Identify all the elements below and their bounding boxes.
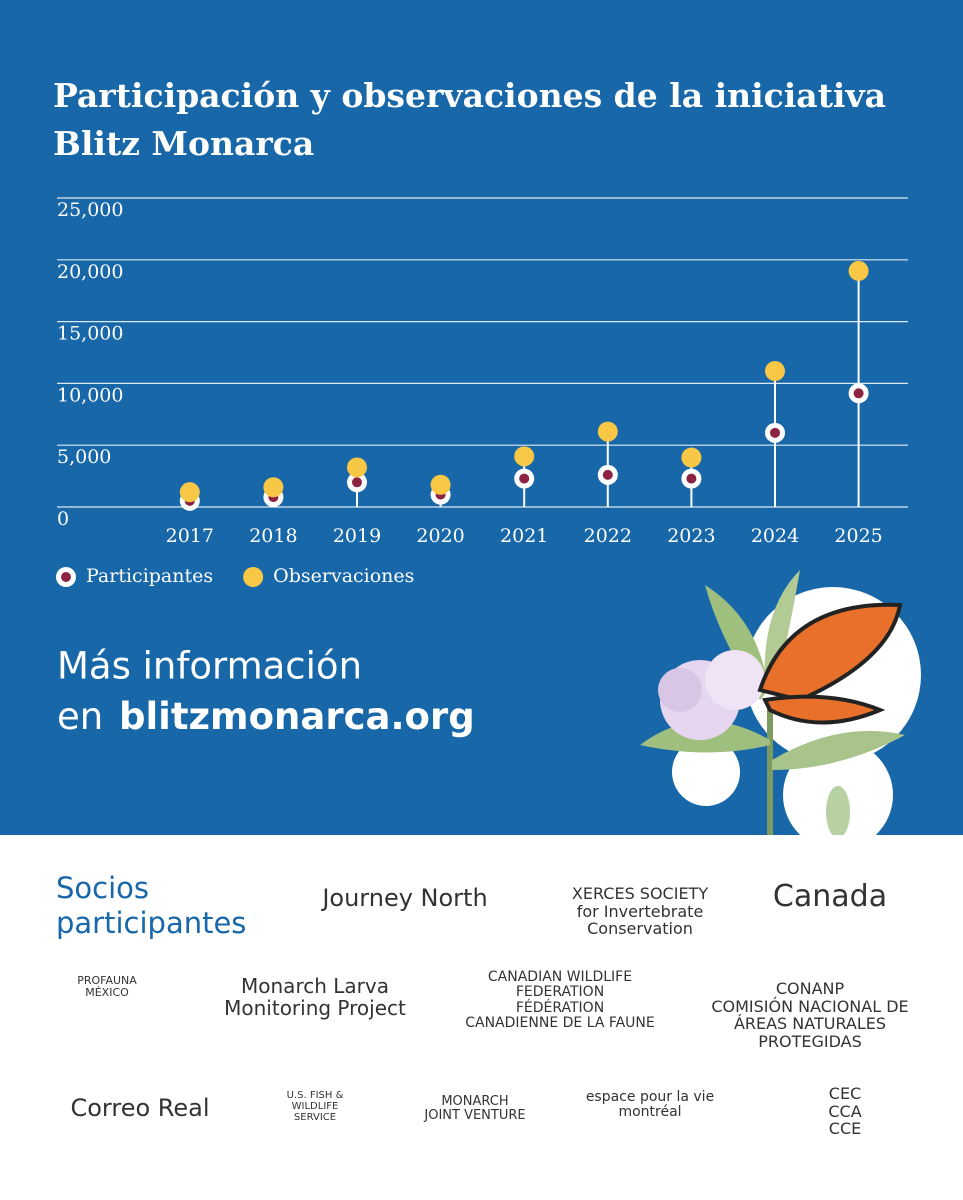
y-tick-label: 15,000 bbox=[57, 323, 123, 345]
marker-dot bbox=[686, 473, 697, 484]
logo-text: MÉXICO bbox=[85, 986, 129, 1000]
legend-swatch bbox=[61, 572, 71, 582]
logo-text: CANADIAN WILDLIFE bbox=[487, 969, 633, 985]
marker bbox=[347, 457, 367, 478]
partner-logo: Monarch Larva Monitoring Project bbox=[200, 975, 430, 1019]
info-line: en blitzmonarca.org bbox=[57, 695, 475, 738]
x-tick-label: 2019 bbox=[333, 525, 381, 547]
marker bbox=[848, 383, 869, 404]
partners-heading: Socios participantes bbox=[56, 871, 247, 940]
logo-text: Journey North bbox=[322, 884, 488, 912]
partner-logo: CANADIAN WILDLIFE FEDERATION FÉDÉRATION CAN… bbox=[460, 969, 660, 1032]
marker bbox=[681, 468, 702, 489]
logo-text: CCE bbox=[828, 1119, 862, 1139]
marker-dot bbox=[602, 469, 613, 480]
marker bbox=[179, 482, 200, 503]
partner-logo: Correo Real bbox=[65, 1094, 215, 1122]
marker-dot bbox=[352, 477, 362, 488]
y-tick-label: 10,000 bbox=[57, 384, 123, 406]
info-line: Más información bbox=[57, 645, 362, 688]
x-tick-label: 2018 bbox=[249, 525, 297, 547]
partner-logo: PROFAUNA MÉXICO bbox=[62, 974, 152, 1000]
x-tick-label: 2020 bbox=[416, 525, 464, 547]
info-prefix: en bbox=[57, 695, 103, 738]
logo-text: espace pour la vie montréal bbox=[585, 1089, 715, 1121]
marker bbox=[514, 468, 535, 489]
logo-text: Monarch Larva bbox=[241, 974, 389, 998]
y-tick-label: 0 bbox=[57, 508, 69, 530]
partner-logo: MONARCH JOINT VENTURE bbox=[420, 1094, 530, 1124]
logo-text: FEDERATION bbox=[515, 984, 605, 1001]
marker bbox=[430, 474, 451, 495]
logo-text: for Invertebrate Conservation bbox=[576, 901, 704, 939]
logo-text: MONARCH bbox=[441, 1094, 509, 1109]
x-tick-label: 2021 bbox=[500, 525, 548, 547]
logo-text: CANADIENNE DE LA FAUNE bbox=[465, 1015, 655, 1032]
logo-text: JOINT VENTURE bbox=[424, 1108, 526, 1124]
legend-swatch bbox=[243, 567, 264, 587]
logo-text: PROFAUNA bbox=[77, 974, 137, 987]
y-tick-label: 5,000 bbox=[57, 446, 111, 468]
marker-dot bbox=[519, 473, 530, 484]
logo-text: CONANP bbox=[775, 979, 845, 998]
partner-logo: CEC CCA CCE bbox=[780, 1085, 910, 1138]
partner-logo: espace pour la vie montréal bbox=[575, 1089, 725, 1121]
partner-logo: Journey North bbox=[305, 884, 505, 912]
logo-text: U.S. FISH & WILDLIFE SERVICE bbox=[286, 1090, 344, 1123]
illustration bbox=[640, 570, 921, 835]
legend-label: Observaciones bbox=[273, 565, 414, 587]
marker bbox=[597, 464, 618, 485]
marker-dot bbox=[770, 427, 780, 438]
logo-text: FÉDÉRATION bbox=[515, 999, 605, 1016]
logo-text: COMISIÓN NACIONAL DE ÁREAS NATURALES PRO… bbox=[711, 996, 909, 1051]
marker bbox=[597, 421, 618, 442]
marker bbox=[347, 472, 367, 493]
partner-logo: CONANP COMISIÓN NACIONAL DE ÁREAS NATURAL… bbox=[710, 980, 910, 1050]
partner-logo: U.S. FISH & WILDLIFE SERVICE bbox=[270, 1090, 360, 1123]
marker bbox=[263, 477, 284, 498]
partners-section: Socios participantes Journey North XERCES… bbox=[0, 835, 963, 1200]
y-tick-label: 25,000 bbox=[57, 199, 123, 221]
x-tick-label: 2022 bbox=[584, 525, 632, 547]
logo-text: CEC bbox=[828, 1084, 862, 1103]
chart: Participación y observaciones de la inic… bbox=[0, 0, 963, 835]
logo-text: Monitoring Project bbox=[224, 996, 406, 1020]
marker bbox=[765, 422, 785, 443]
marker bbox=[514, 446, 535, 467]
logo-text: CCA bbox=[828, 1101, 862, 1121]
chart-title: Participación y observaciones de la inic… bbox=[53, 76, 886, 163]
logo-text: Canada bbox=[772, 879, 888, 914]
info-link[interactable]: blitzmonarca.org bbox=[119, 695, 475, 738]
x-tick-label: 2025 bbox=[834, 525, 882, 547]
marker bbox=[848, 260, 869, 281]
x-tick-label: 2024 bbox=[751, 525, 799, 547]
logo-text: Correo Real bbox=[70, 1094, 210, 1122]
y-tick-label: 20,000 bbox=[57, 261, 123, 283]
x-tick-label: 2023 bbox=[667, 525, 715, 547]
marker bbox=[681, 447, 702, 468]
marker bbox=[765, 361, 785, 382]
partner-logo: Canada bbox=[760, 880, 900, 913]
logo-text: XERCES SOCIETY bbox=[571, 884, 709, 903]
partner-logo: XERCES SOCIETY for Invertebrate Conservat… bbox=[565, 885, 715, 938]
legend-label: Participantes bbox=[86, 565, 213, 587]
x-tick-label: 2017 bbox=[166, 525, 214, 547]
marker-dot bbox=[853, 388, 864, 399]
